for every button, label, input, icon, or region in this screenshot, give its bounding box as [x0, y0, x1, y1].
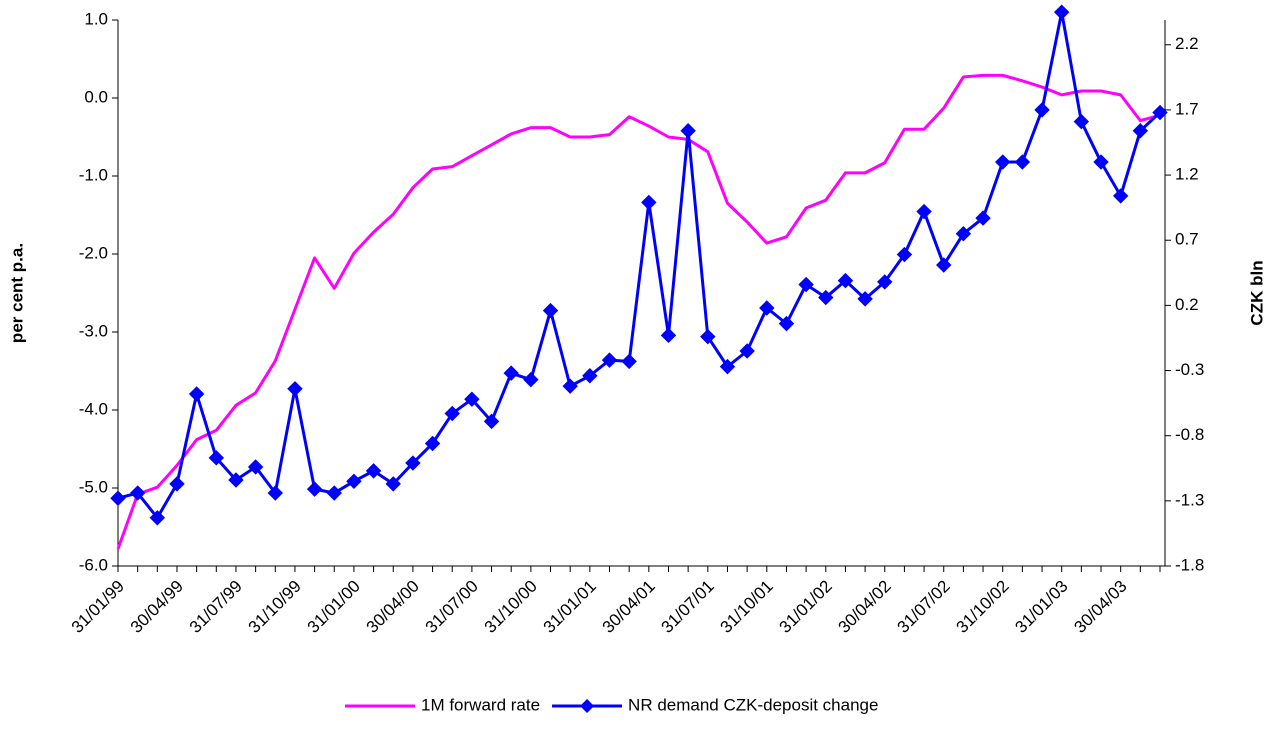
y2-tick-label: -1.3: [1175, 490, 1204, 509]
series-marker: [995, 154, 1011, 170]
x-tick-label: 30/04/03: [1070, 577, 1130, 637]
y2-tick-label: -0.3: [1175, 360, 1204, 379]
y2-axis-title: CZK bln: [1247, 260, 1266, 325]
series-marker: [169, 476, 185, 492]
x-tick-label: 30/04/01: [599, 577, 659, 637]
series-marker: [306, 481, 323, 497]
series-marker: [1053, 4, 1070, 20]
series-marker: [129, 485, 146, 501]
series-marker: [542, 302, 559, 319]
y2-tick-label: 1.7: [1175, 99, 1199, 118]
series-marker: [424, 435, 441, 452]
y2-tick-label: 1.2: [1175, 165, 1199, 184]
series-line: [116, 73, 1161, 550]
series-marker: [719, 358, 736, 375]
series-marker: [149, 510, 166, 526]
y2-tick-label: -1.8: [1175, 555, 1204, 574]
y-tick-label: -1.0: [79, 165, 108, 184]
x-tick-label: 31/01/00: [304, 577, 364, 637]
y-axis-title: per cent p.a.: [7, 243, 26, 343]
x-tick-label: 30/04/00: [363, 577, 423, 637]
series-marker: [228, 472, 244, 488]
series-marker: [798, 276, 814, 293]
series-marker: [877, 274, 893, 290]
y-tick-label: -2.0: [79, 243, 108, 262]
series-marker: [326, 485, 342, 501]
series-marker: [896, 246, 913, 263]
series-marker: [621, 353, 637, 370]
series-marker: [247, 459, 264, 475]
x-tick-label: 31/07/01: [658, 577, 718, 637]
series-marker: [582, 368, 598, 384]
series-marker: [208, 450, 225, 466]
x-tick-label: 31/10/02: [952, 577, 1012, 637]
series-marker: [1112, 188, 1129, 204]
series-marker: [818, 289, 834, 306]
series-marker: [660, 327, 677, 344]
x-tick-label: 31/07/02: [893, 577, 953, 637]
y2-tick-label: 0.7: [1175, 230, 1199, 249]
series-marker: [680, 123, 696, 139]
series-marker: [1132, 123, 1149, 139]
series-marker: [936, 257, 952, 273]
y-tick-label: -3.0: [79, 321, 108, 340]
x-tick-label: 31/01/02: [776, 577, 836, 637]
series-marker: [110, 490, 126, 506]
y2-tick-label: 0.2: [1175, 295, 1199, 314]
series-marker: [601, 352, 618, 368]
series-marker: [955, 226, 972, 242]
series-marker: [405, 455, 421, 471]
series-marker: [916, 203, 932, 220]
series-marker: [562, 378, 578, 394]
x-tick-label: 31/07/00: [422, 577, 482, 637]
series-marker: [385, 476, 401, 492]
series-marker: [444, 405, 460, 422]
series-marker: [464, 391, 480, 407]
x-tick-label: 30/04/02: [835, 577, 895, 637]
series-marker: [346, 473, 362, 490]
x-tick-label: 31/10/00: [481, 577, 541, 637]
series-marker: [1034, 102, 1050, 118]
x-tick-label: 31/01/03: [1011, 577, 1071, 637]
series-marker: [523, 371, 539, 388]
y-tick-label: -5.0: [79, 477, 108, 496]
y-tick-label: -6.0: [79, 555, 108, 574]
series-marker: [1093, 154, 1109, 170]
x-tick-label: 31/01/99: [68, 577, 128, 637]
x-tick-label: 31/01/01: [540, 577, 600, 637]
series-marker: [365, 463, 382, 479]
y-tick-label: 0.0: [84, 87, 108, 106]
series-marker: [778, 315, 795, 332]
y2-tick-label: -0.8: [1175, 425, 1204, 444]
series-marker: [641, 194, 657, 211]
series-marker: [759, 300, 775, 316]
legend-label: NR demand CZK-deposit change: [628, 695, 878, 714]
series-marker: [975, 210, 991, 226]
series-marker: [1152, 104, 1168, 121]
series-line: [117, 10, 1162, 520]
x-tick-label: 31/07/99: [186, 577, 246, 637]
series-marker: [700, 328, 716, 345]
series-marker: [1014, 154, 1031, 170]
y-tick-label: 1.0: [84, 9, 108, 28]
series-marker: [857, 291, 873, 307]
x-tick-label: 30/04/99: [127, 577, 187, 637]
series-marker: [1073, 113, 1090, 130]
series-marker: [739, 343, 755, 359]
legend-marker: [580, 699, 595, 713]
series-marker: [287, 381, 303, 397]
legend-label: 1M forward rate: [421, 695, 540, 714]
x-tick-label: 31/10/01: [717, 577, 777, 637]
series-marker: [837, 272, 854, 289]
series-marker: [503, 365, 519, 381]
y2-tick-label: 2.2: [1175, 34, 1199, 53]
series-marker: [483, 413, 500, 430]
y-tick-label: -4.0: [79, 399, 108, 418]
series-marker: [267, 485, 283, 501]
series-marker: [188, 386, 205, 402]
x-tick-label: 31/10/99: [245, 577, 305, 637]
